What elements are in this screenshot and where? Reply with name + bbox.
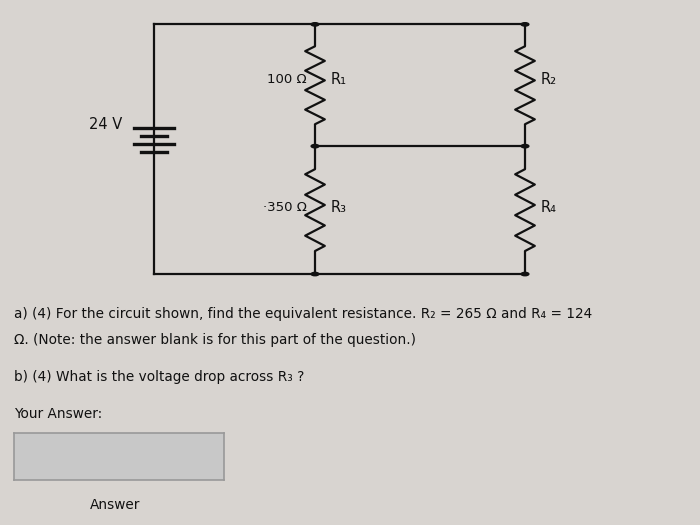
Circle shape [311, 23, 319, 26]
Text: R₂: R₂ [540, 72, 556, 87]
Text: b) (4) What is the voltage drop across R₃ ?: b) (4) What is the voltage drop across R… [14, 370, 304, 384]
Text: 24 V: 24 V [90, 118, 122, 132]
Circle shape [521, 23, 529, 26]
Text: 100 Ω: 100 Ω [267, 72, 307, 86]
Text: a) (4) For the circuit shown, find the equivalent resistance. R₂ = 265 Ω and R₄ : a) (4) For the circuit shown, find the e… [14, 307, 592, 321]
Text: R₄: R₄ [540, 200, 556, 215]
Text: R₁: R₁ [330, 72, 346, 87]
Circle shape [311, 272, 319, 276]
Text: ·350 Ω: ·350 Ω [262, 201, 307, 214]
Circle shape [311, 144, 319, 148]
Text: Ω. (Note: the answer blank is for this part of the question.): Ω. (Note: the answer blank is for this p… [14, 333, 416, 348]
Text: R₃: R₃ [330, 200, 346, 215]
Circle shape [521, 272, 529, 276]
Text: Your Answer:: Your Answer: [14, 407, 102, 421]
Text: Answer: Answer [90, 498, 141, 512]
Circle shape [521, 144, 529, 148]
